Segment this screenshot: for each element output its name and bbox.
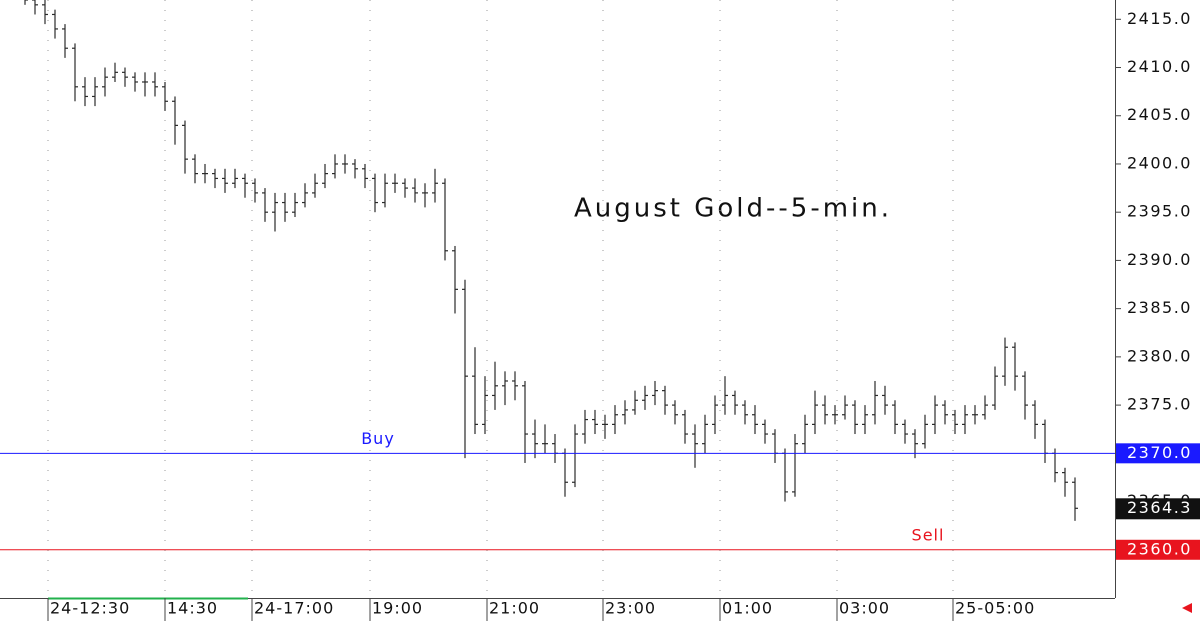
y-tick-label: 2400.0 [1127, 153, 1192, 172]
x-tick-label: 21:00 [489, 599, 540, 618]
price-box [1116, 443, 1200, 464]
price-box [1116, 539, 1200, 560]
x-tick-label: 03:00 [839, 599, 890, 618]
x-tick-label: 24-17:00 [254, 599, 334, 618]
last-price-label: 2364.3 [1127, 498, 1192, 517]
y-tick-label: 2410.0 [1127, 57, 1192, 76]
x-tick-label: 14:30 [167, 599, 218, 618]
y-tick-label: 2405.0 [1127, 105, 1192, 124]
price-box-label: 2360.0 [1127, 539, 1192, 558]
y-tick-label: 2415.0 [1127, 9, 1192, 28]
x-tick-label: 19:00 [372, 599, 423, 618]
x-tick-label: 25-05:00 [955, 599, 1035, 618]
y-tick-label: 2395.0 [1127, 202, 1192, 221]
y-tick-label: 2380.0 [1127, 346, 1192, 365]
order-label: Buy [361, 429, 395, 448]
y-tick-label: 2390.0 [1127, 250, 1192, 269]
x-tick-label: 24-12:30 [50, 599, 130, 618]
x-tick-label: 01:00 [722, 599, 773, 618]
scroll-arrow [1182, 603, 1192, 613]
price-box-label: 2370.0 [1127, 443, 1192, 462]
y-tick-label: 2375.0 [1127, 395, 1192, 414]
y-tick-label: 2385.0 [1127, 298, 1192, 317]
x-tick-label: 23:00 [605, 599, 656, 618]
last-price-box [1116, 498, 1200, 520]
chart-title: August Gold--5-min. [574, 194, 892, 224]
order-label: Sell [912, 525, 945, 544]
